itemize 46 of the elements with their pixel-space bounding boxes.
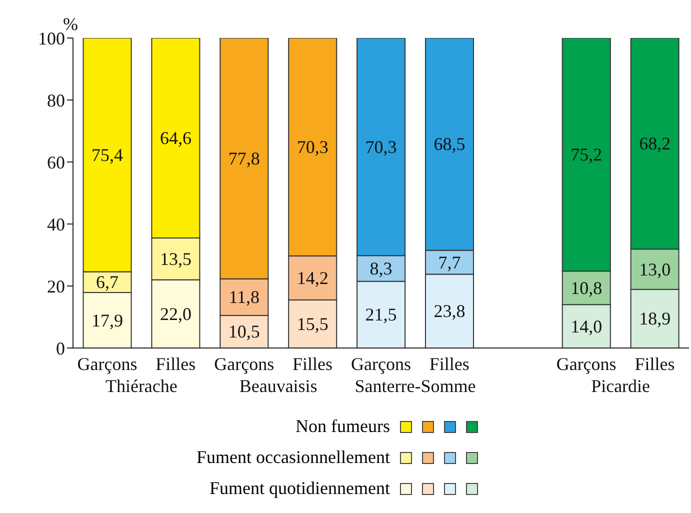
data-label: 68,5	[434, 134, 466, 154]
data-label: 18,9	[639, 308, 671, 329]
x-tick-label: Filles	[429, 354, 470, 374]
data-label: 23,8	[434, 301, 466, 322]
legend-label: Non fumeurs	[296, 416, 390, 437]
data-label: 77,8	[228, 148, 260, 168]
x-tick-label: Garçons	[214, 354, 274, 374]
data-label: 7,7	[438, 252, 461, 272]
data-label: 21,5	[365, 304, 397, 325]
data-label: 8,3	[370, 258, 392, 278]
y-tick-label: 20	[47, 276, 65, 296]
text: Beauvaisis	[239, 376, 318, 396]
x-tick-label: Filles	[156, 354, 196, 374]
y-tick-label: 0	[56, 338, 65, 358]
data-label: 10,8	[570, 278, 602, 298]
y-tick-label: 60	[47, 152, 65, 172]
x-tick-label: Garçons	[351, 354, 411, 374]
data-label: 75,2	[570, 144, 602, 165]
text: Thiérache	[105, 376, 178, 396]
data-label: 10,5	[228, 322, 260, 342]
y-tick-label: 40	[47, 214, 65, 234]
x-tick-label: Filles	[292, 354, 333, 374]
data-label: 11,8	[228, 287, 260, 308]
data-label: 14,2	[296, 268, 328, 288]
text: Santerre-Somme	[354, 376, 476, 396]
data-label: 15,5	[296, 314, 328, 334]
y-tick-label: 80	[47, 90, 65, 110]
data-label: 14,0	[570, 316, 602, 336]
x-tick-label: Garçons	[556, 354, 616, 374]
data-label: 17,9	[92, 310, 124, 330]
data-label: 64,6	[160, 128, 192, 148]
data-label: 70,3	[365, 136, 397, 157]
data-label: 70,3	[296, 136, 328, 157]
x-tick-label: Garçons	[77, 354, 138, 374]
data-label: 68,2	[639, 134, 671, 154]
x-tick-label: Filles	[634, 354, 675, 374]
y-axis-title: %	[63, 14, 78, 34]
data-label: 75,4	[92, 144, 124, 165]
data-label: 22,0	[160, 304, 192, 324]
legend-label: Fument occasionnellement	[196, 447, 390, 468]
legend-label: Fument quotidiennement	[210, 478, 390, 499]
data-label: 13,0	[639, 259, 671, 280]
data-label: 13,5	[160, 248, 192, 269]
text: Picardie	[591, 376, 650, 396]
y-tick-label: 100	[38, 28, 65, 48]
data-label: 6,7	[96, 272, 119, 292]
